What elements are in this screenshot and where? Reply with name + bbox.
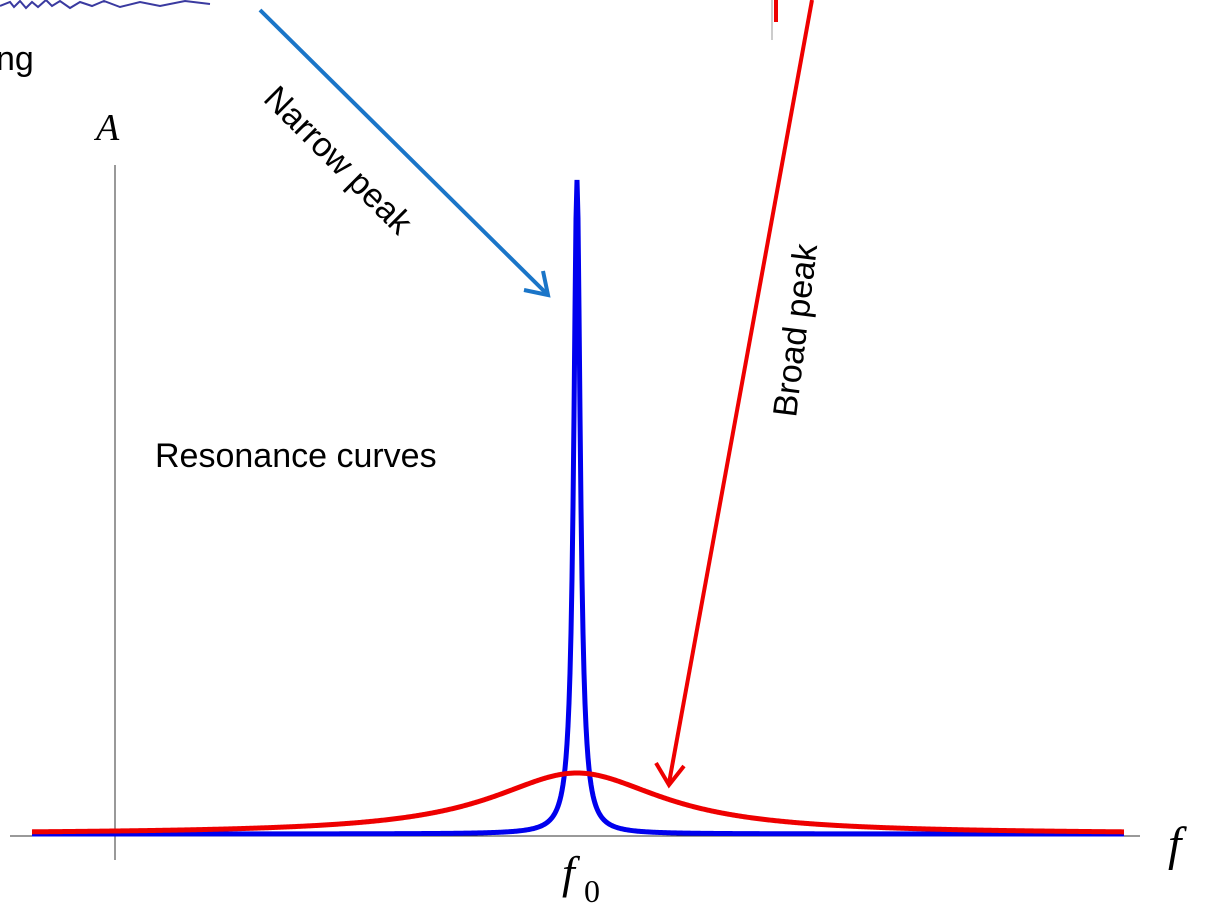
cropped-bar [774,0,778,22]
x-axis-label: f [1168,818,1187,871]
narrow-curve [32,179,1125,837]
title: Resonance curves [155,437,437,475]
y-axis-label: A [93,107,120,149]
broad-label: Broad peak [766,241,825,419]
cropped-signal [0,0,211,10]
broad-arrowhead [654,761,686,789]
broad-curve [31,770,1125,835]
broad-arrow [667,0,814,784]
cropped-text: ng [0,40,34,78]
f0-symbol: f [562,847,581,898]
narrow-label: Narrow peak [256,79,420,243]
narrow-arrowhead [523,270,551,298]
narrow-arrow [258,8,548,295]
f0-subscript: 0 [584,873,600,909]
